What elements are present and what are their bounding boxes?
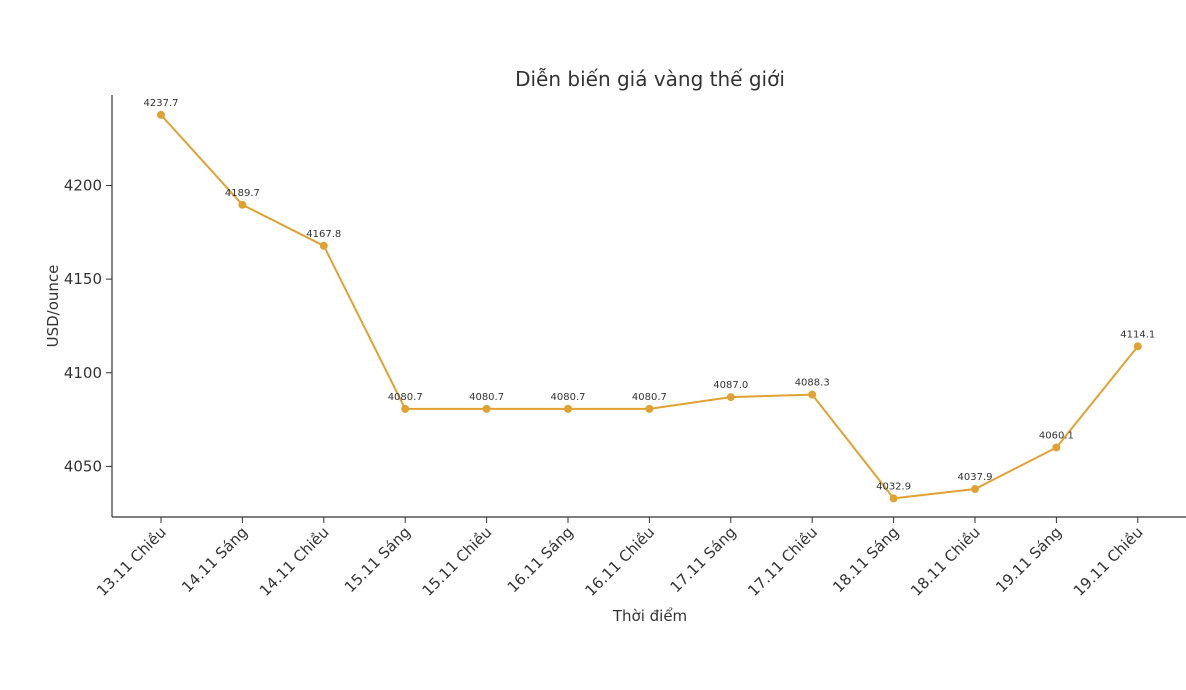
price-series — [160, 114, 1139, 500]
data-label: 4114.1 — [1120, 329, 1155, 340]
data-label: 4032.9 — [876, 481, 911, 492]
data-point — [482, 404, 491, 413]
data-point — [238, 200, 247, 209]
data-point — [1133, 342, 1142, 351]
data-points — [157, 110, 1142, 503]
data-label: 4237.7 — [144, 98, 179, 109]
x-axis-label: Thời điểm — [612, 607, 687, 625]
data-label: 4037.9 — [958, 472, 993, 483]
x-tick-label: 17.11 Sáng — [666, 523, 739, 596]
data-point — [1052, 443, 1061, 452]
data-label: 4080.7 — [388, 392, 423, 403]
x-tick-label: 14.11 Sáng — [178, 523, 251, 596]
x-tick-label: 13.11 Chiều — [93, 523, 170, 600]
data-label: 4060.1 — [1039, 430, 1074, 441]
y-axis-label: USD/ounce — [44, 265, 62, 348]
data-label: 4080.7 — [469, 392, 504, 403]
data-point — [889, 494, 898, 503]
data-label: 4189.7 — [225, 188, 260, 199]
x-tick-label: 18.11 Sáng — [829, 523, 902, 596]
data-labels: 4237.7 4189.7 4167.8 4080.7 4080.7 4080.7 4080… — [144, 98, 1156, 492]
chart-title: Diễn biến giá vàng thế giới — [515, 67, 785, 91]
data-label: 4088.3 — [795, 378, 830, 389]
y-tick-label: 4150 — [64, 270, 102, 288]
data-point — [401, 404, 410, 413]
x-tick-label: 16.11 Sáng — [504, 523, 577, 596]
data-point — [564, 404, 572, 413]
x-tick-label: 16.11 Chiều — [581, 523, 658, 600]
x-tick-label: 17.11 Chiều — [744, 523, 821, 600]
y-axis-ticks: 4050 4100 4150 4200 — [64, 177, 112, 475]
data-label: 4087.0 — [713, 380, 748, 391]
x-axis-ticks: 13.11 Chiều 14.11 Sáng 14.11 Chiều 15.11 Sá… — [93, 517, 1147, 600]
y-tick-label: 4050 — [64, 457, 102, 475]
data-point — [319, 241, 328, 250]
data-point — [726, 393, 735, 402]
data-point — [808, 390, 817, 399]
data-point — [645, 404, 654, 413]
x-tick-label: 15.11 Chiều — [419, 523, 496, 600]
data-point — [157, 110, 165, 119]
x-tick-label: 14.11 Chiều — [256, 523, 333, 600]
x-tick-label: 19.11 Chiều — [1070, 523, 1147, 600]
data-label: 4080.7 — [551, 392, 586, 403]
data-label: 4167.8 — [306, 229, 341, 240]
data-label: 4080.7 — [632, 392, 667, 403]
x-tick-label: 15.11 Sáng — [341, 523, 414, 596]
x-tick-label: 19.11 Sáng — [992, 523, 1065, 596]
data-point — [971, 485, 979, 494]
series-line — [160, 114, 1139, 500]
y-tick-label: 4200 — [64, 177, 102, 195]
y-tick-label: 4100 — [64, 364, 102, 382]
x-tick-label: 18.11 Chiều — [907, 523, 984, 600]
